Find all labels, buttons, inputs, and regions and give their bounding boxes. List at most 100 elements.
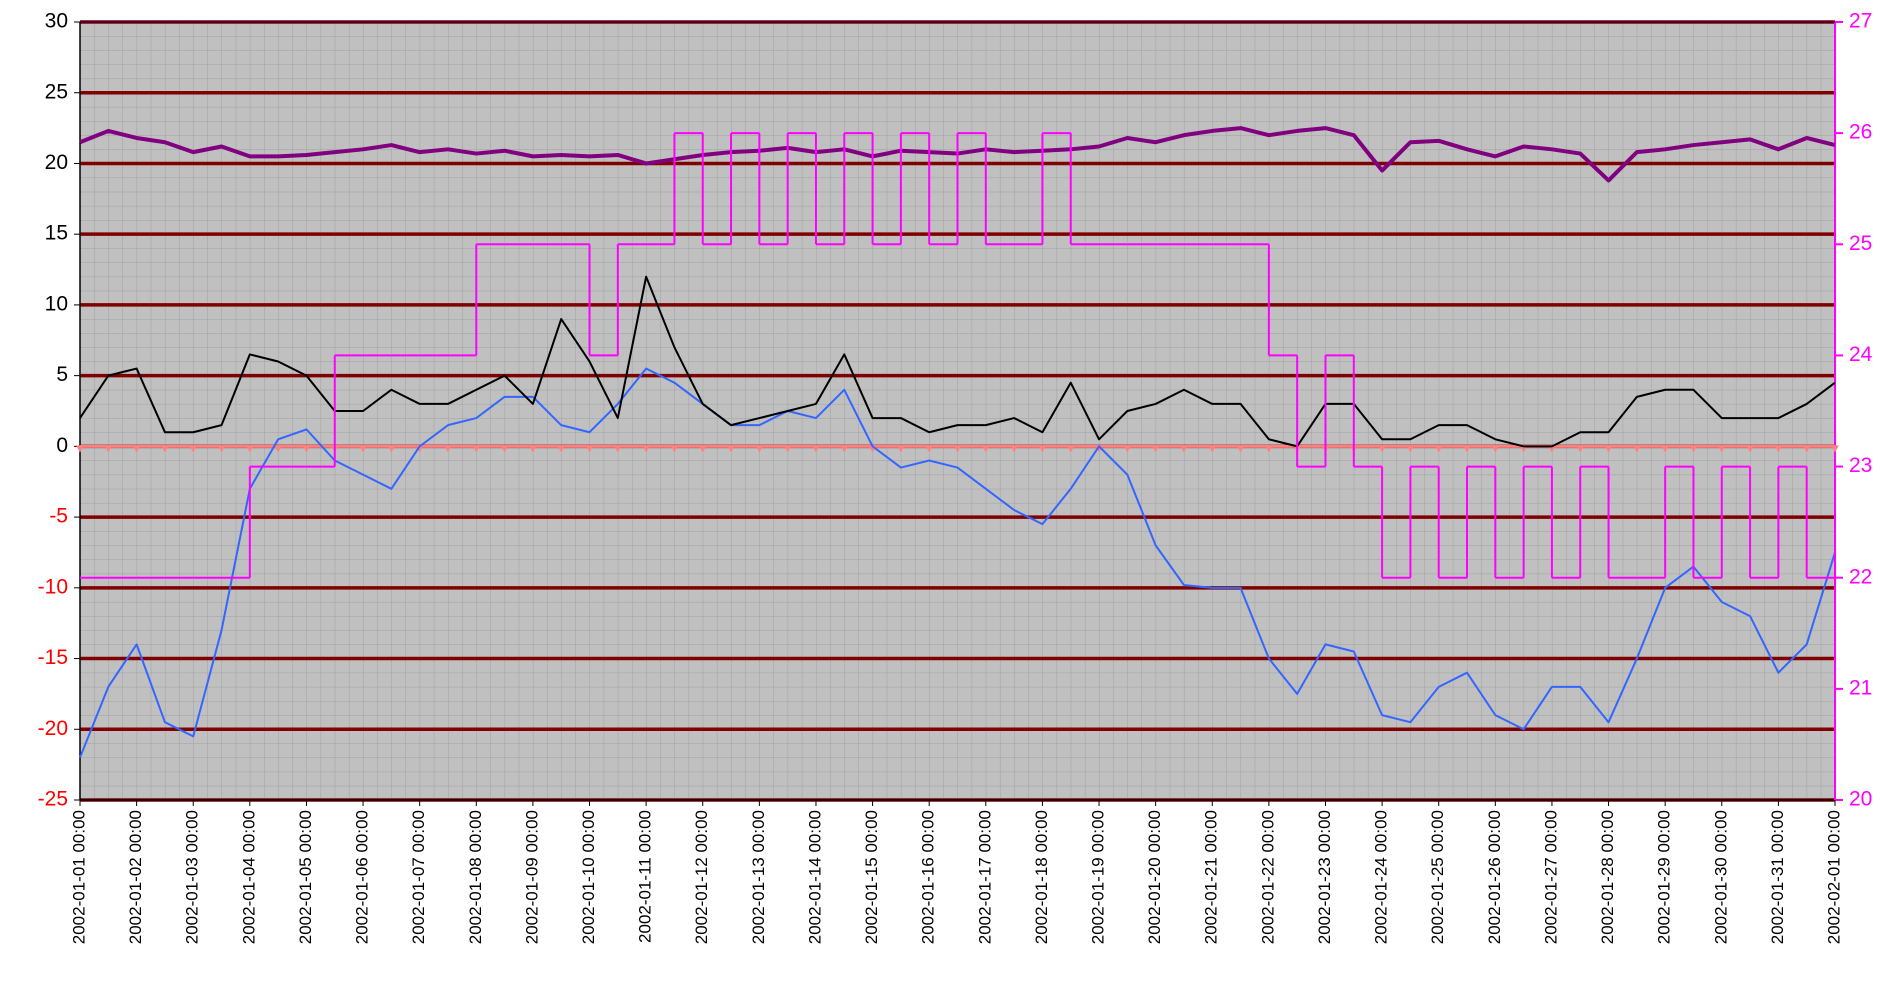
marker [557,445,566,453]
y2-tick-label: 21 [1849,676,1872,699]
marker [1123,445,1132,453]
y-tick-label: -20 [38,717,68,740]
marker [1151,445,1160,453]
x-tick-label: 2002-01-31 00:00 [1768,810,1787,944]
marker [1774,445,1783,453]
x-tick-label: 2002-01-19 00:00 [1089,810,1108,944]
marker [500,445,509,453]
marker [1434,445,1443,453]
marker [1746,445,1755,453]
x-tick-label: 2002-01-03 00:00 [183,810,202,944]
x-tick-label: 2002-01-11 00:00 [636,810,655,943]
x-tick-label: 2002-01-05 00:00 [296,810,315,944]
marker [840,445,849,453]
y-tick-label: -25 [38,788,68,811]
x-tick-label: 2002-01-10 00:00 [579,810,598,944]
y-tick-label: -10 [38,575,68,598]
marker [1802,445,1811,453]
y2-tick-label: 20 [1849,788,1872,811]
marker [896,445,905,453]
marker [472,445,481,453]
y-tick-label: -15 [38,646,68,669]
marker [1208,445,1217,453]
marker [132,445,141,453]
x-tick-label: 2002-01-14 00:00 [805,810,824,944]
x-tick-label: 2002-01-25 00:00 [1428,810,1447,944]
x-tick-label: 2002-01-07 00:00 [409,810,428,944]
marker [1463,445,1472,453]
y2-tick-label: 25 [1849,232,1872,255]
marker [359,445,368,453]
x-tick-label: 2002-01-12 00:00 [692,810,711,944]
x-tick-label: 2002-01-13 00:00 [749,810,768,944]
marker [76,445,84,453]
x-tick-label: 2002-01-01 00:00 [69,810,88,944]
marker [1831,445,1839,453]
marker [443,445,452,453]
marker [613,445,622,453]
marker [1661,445,1670,453]
x-tick-label: 2002-01-28 00:00 [1598,810,1617,944]
marker [387,445,396,453]
y-tick-label: 30 [45,10,68,33]
y-tick-label: 0 [56,434,68,457]
marker [727,445,736,453]
x-tick-label: 2002-01-23 00:00 [1315,810,1334,944]
marker [217,445,226,453]
series-line [79,367,1836,758]
marker [1264,445,1273,453]
marker [1236,445,1245,453]
marker [415,445,424,453]
marker [104,445,113,453]
x-tick-label: 2002-01-16 00:00 [919,810,938,944]
y-tick-label: 10 [45,292,68,315]
marker [1010,445,1019,453]
marker [1038,445,1047,453]
marker [189,445,198,453]
x-tick-label: 2002-01-02 00:00 [126,810,145,944]
x-tick-label: 2002-01-08 00:00 [466,810,485,944]
marker [1406,445,1415,453]
x-tick-label: 2002-01-24 00:00 [1372,810,1391,944]
y2-tick-label: 24 [1849,343,1873,366]
y-tick-label: 5 [56,363,68,386]
y-tick-label: 25 [45,80,68,103]
marker [585,445,594,453]
x-tick-label: 2002-01-04 00:00 [239,810,258,944]
x-tick-label: 2002-01-06 00:00 [353,810,372,944]
marker [1179,445,1188,453]
marker [783,445,792,453]
x-tick-label: 2002-01-30 00:00 [1711,810,1730,944]
y-tick-label: -5 [49,505,68,528]
x-tick-label: 2002-01-09 00:00 [522,810,541,944]
x-tick-label: 2002-01-21 00:00 [1202,810,1221,944]
marker [670,445,679,453]
y-tick-label: 20 [45,151,68,174]
x-tick-label: 2002-01-20 00:00 [1145,810,1164,944]
marker [811,445,820,453]
y2-tick-label: 26 [1849,121,1872,144]
marker [1689,445,1698,453]
marker [1491,445,1500,453]
series-line [79,275,1836,448]
marker [1576,445,1585,453]
marker [642,445,651,453]
marker [1604,445,1613,453]
x-tick-label: 2002-01-27 00:00 [1541,810,1560,944]
marker [953,445,962,453]
x-tick-label: 2002-01-22 00:00 [1258,810,1277,944]
marker [925,445,934,453]
marker [698,445,707,453]
y-tick-label: 15 [45,222,68,245]
marker [1066,445,1075,453]
marker [160,445,169,453]
y2-tick-label: 23 [1849,454,1872,477]
marker [528,445,537,453]
marker [755,445,764,453]
y2-tick-label: 22 [1849,565,1872,588]
marker [981,445,990,453]
y2-tick-label: 27 [1849,10,1872,33]
x-tick-label: 2002-02-01 00:00 [1824,810,1843,944]
x-tick-label: 2002-01-15 00:00 [862,810,881,944]
